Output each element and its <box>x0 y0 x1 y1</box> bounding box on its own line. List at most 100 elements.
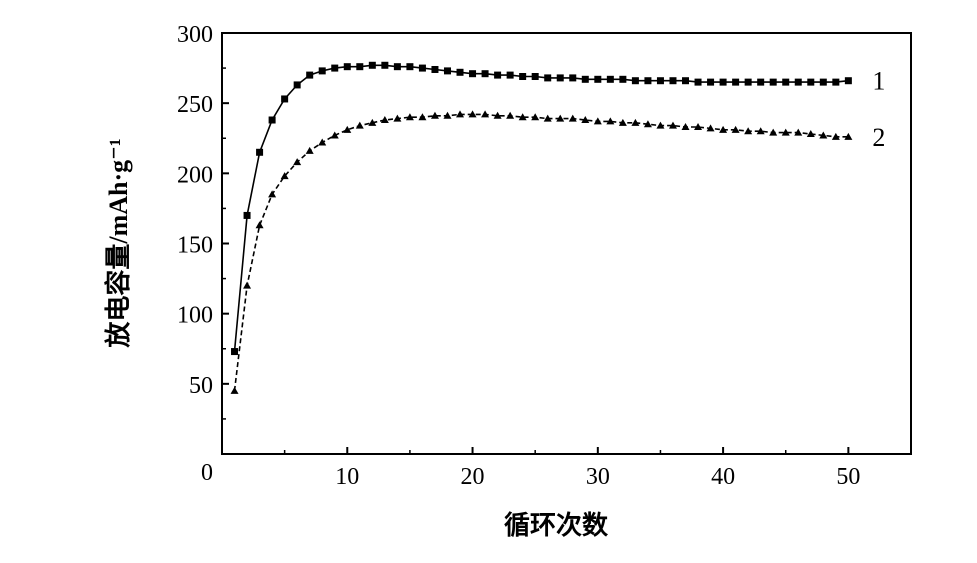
series-1-point <box>707 78 715 86</box>
series-1-point <box>757 78 765 86</box>
series-2-point <box>831 132 840 140</box>
series-2-point <box>468 110 477 118</box>
y-tick-label: 150 <box>177 233 213 259</box>
series-2-line <box>233 113 849 391</box>
series-2-point <box>318 138 327 146</box>
series-2-point <box>243 281 252 289</box>
series-1-point <box>331 64 339 72</box>
series-2-point <box>668 121 677 129</box>
y-tick-label: 100 <box>177 303 213 329</box>
series-2-point <box>305 146 314 154</box>
series-1-point <box>456 68 464 76</box>
series-2-point <box>268 190 277 198</box>
y-tick-label: 250 <box>177 92 213 118</box>
series-layer: 12 <box>230 61 885 394</box>
series-2-point <box>819 131 828 139</box>
series-2-point <box>518 113 527 121</box>
series-1-point <box>594 75 602 83</box>
series-2-point <box>430 111 439 119</box>
series-1-point <box>644 77 652 85</box>
series-1-point <box>506 71 514 79</box>
series-2-point <box>355 121 364 129</box>
series-2-point <box>694 123 703 131</box>
series-1-point <box>807 78 815 86</box>
series-1-point <box>443 67 451 75</box>
series-2-point <box>769 128 778 136</box>
series-1-point <box>268 116 276 124</box>
y-axis-title: 放电容量/mAh·g⁻¹ <box>103 138 133 348</box>
series-2-point <box>556 114 565 122</box>
series-2-point <box>481 110 490 118</box>
series-2-point <box>255 221 264 229</box>
series-2-point <box>343 125 352 133</box>
series-1-point <box>393 63 401 71</box>
series-2-point <box>293 158 302 166</box>
series-2-point <box>706 124 715 132</box>
series-1-point <box>519 73 527 81</box>
series-1-point <box>819 78 827 86</box>
series-1-point <box>318 67 326 75</box>
series-1-point <box>368 61 376 69</box>
series-2-point <box>781 128 790 136</box>
origin-label: 0 <box>201 460 213 486</box>
series-1-point <box>631 77 639 85</box>
y-tick-label: 50 <box>189 373 213 399</box>
series-2-point <box>493 111 502 119</box>
y-tick-label: 300 <box>177 22 213 48</box>
x-axis-title: 循环次数 <box>504 511 609 540</box>
series-1-point <box>243 211 251 219</box>
series-1-point <box>356 63 364 71</box>
x-ticks: 10 20 30 40 50 <box>283 447 860 490</box>
series-1-point <box>569 74 577 82</box>
series-1-point <box>494 71 502 79</box>
y-tick-label: 200 <box>177 162 213 188</box>
series-2-point <box>618 118 627 126</box>
x-tick-label: 20 <box>461 464 485 490</box>
series-2-point <box>531 113 540 121</box>
series-2-point <box>380 116 389 124</box>
x-tick-label: 40 <box>711 464 735 490</box>
series-1-point <box>581 75 589 83</box>
series-2-point <box>844 132 853 140</box>
plot-frame <box>221 32 912 455</box>
series-1-point <box>832 78 840 86</box>
series-1-point <box>531 73 539 81</box>
series-2-point <box>794 128 803 136</box>
series-2-point <box>330 131 339 139</box>
series-1-point <box>343 63 351 71</box>
series-2-point <box>656 121 665 129</box>
series-1-point <box>656 77 664 85</box>
series-2-label: 2 <box>872 123 885 152</box>
x-tick-label: 10 <box>335 464 359 490</box>
series-2-point <box>393 114 402 122</box>
series-1-point <box>431 65 439 73</box>
series-1-line <box>233 64 849 352</box>
series-2-point <box>506 111 515 119</box>
series-1-point <box>669 77 677 85</box>
series-1-point <box>769 78 777 86</box>
series-2-point <box>593 117 602 125</box>
series-1-point <box>682 77 690 85</box>
series-1-point <box>281 95 289 103</box>
series-2-point <box>368 118 377 126</box>
series-2-point <box>744 127 753 135</box>
series-1-point <box>844 77 852 85</box>
series-1-label: 1 <box>872 67 885 96</box>
series-1-point <box>694 78 702 86</box>
series-2-point <box>568 114 577 122</box>
series-1-point <box>544 74 552 82</box>
series-1-point <box>406 63 414 71</box>
series-1-point <box>231 348 239 356</box>
series-1-point <box>469 70 477 78</box>
series-1-point <box>306 71 314 79</box>
series-1-point <box>256 148 264 156</box>
series-2-point <box>543 114 552 122</box>
series-2-point <box>230 386 239 394</box>
series-2-point <box>443 111 452 119</box>
series-2-point <box>581 116 590 124</box>
series-1-point <box>732 78 740 86</box>
series-2-point <box>280 172 289 180</box>
series-2-point <box>405 113 414 121</box>
series-2-point <box>643 120 652 128</box>
